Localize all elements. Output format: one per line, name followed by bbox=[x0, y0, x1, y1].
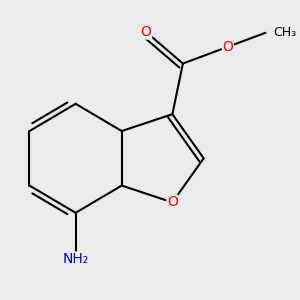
Text: NH₂: NH₂ bbox=[62, 252, 89, 266]
Text: O: O bbox=[141, 25, 152, 39]
Text: O: O bbox=[167, 195, 178, 209]
Text: O: O bbox=[223, 40, 233, 54]
Text: CH₃: CH₃ bbox=[273, 26, 296, 39]
